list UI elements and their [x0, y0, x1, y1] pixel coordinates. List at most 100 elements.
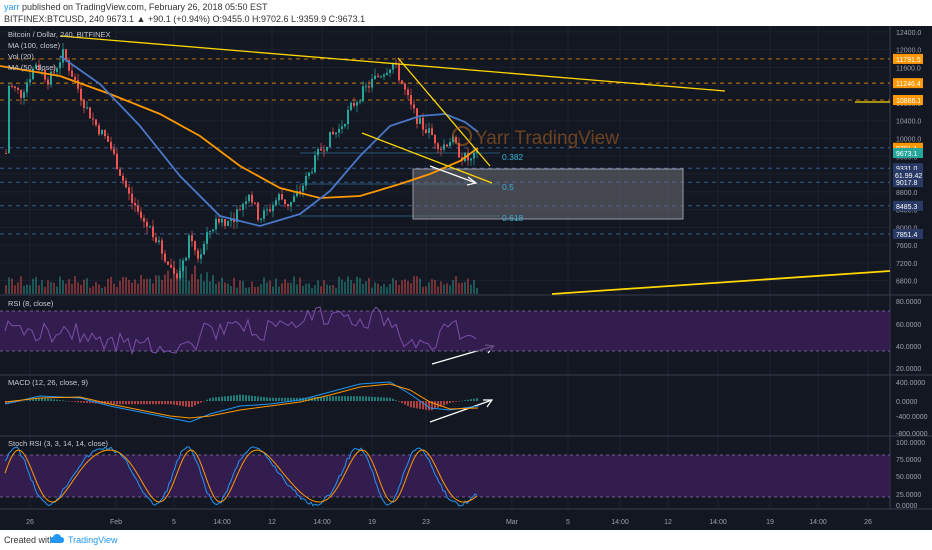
candle-body[interactable]	[224, 219, 226, 226]
fib-target-zone[interactable]	[412, 168, 684, 220]
candle-body[interactable]	[341, 126, 343, 129]
candle-body[interactable]	[290, 201, 292, 207]
candle-body[interactable]	[398, 64, 400, 81]
candle-body[interactable]	[431, 128, 433, 135]
candle-body[interactable]	[83, 99, 85, 109]
candle-body[interactable]	[122, 175, 124, 181]
candle-body[interactable]	[413, 104, 415, 109]
candle-body[interactable]	[71, 70, 73, 77]
candle-body[interactable]	[56, 68, 58, 72]
candle-body[interactable]	[212, 229, 214, 232]
candle-body[interactable]	[377, 75, 379, 77]
candle-body[interactable]	[434, 134, 436, 144]
candle-body[interactable]	[305, 175, 307, 186]
candle-body[interactable]	[50, 71, 52, 85]
candle-body[interactable]	[185, 257, 187, 261]
candle-body[interactable]	[236, 209, 238, 222]
candle-body[interactable]	[5, 153, 7, 155]
candle-body[interactable]	[47, 79, 49, 85]
candle-body[interactable]	[194, 241, 196, 251]
candle-body[interactable]	[77, 80, 79, 89]
candle-body[interactable]	[260, 218, 262, 220]
candle-body[interactable]	[455, 136, 457, 144]
candle-body[interactable]	[284, 199, 286, 205]
candle-body[interactable]	[242, 203, 244, 211]
candle-body[interactable]	[332, 131, 334, 135]
candle-body[interactable]	[146, 221, 148, 227]
candle-body[interactable]	[8, 85, 10, 154]
candle-body[interactable]	[317, 148, 319, 156]
candle-body[interactable]	[131, 193, 133, 203]
candle-body[interactable]	[200, 254, 202, 259]
candle-body[interactable]	[380, 76, 382, 78]
candle-body[interactable]	[137, 205, 139, 212]
candle-body[interactable]	[26, 82, 28, 93]
candle-body[interactable]	[128, 187, 130, 194]
candle-body[interactable]	[80, 88, 82, 100]
candle-body[interactable]	[245, 201, 247, 204]
candle-body[interactable]	[68, 60, 70, 71]
candle-body[interactable]	[176, 273, 178, 279]
legend-ma50[interactable]: MA (50, close)	[8, 63, 56, 72]
candle-body[interactable]	[182, 260, 184, 272]
trendline-long-support[interactable]	[551, 270, 891, 295]
candle-body[interactable]	[359, 101, 361, 103]
chart-canvas[interactable]: 0.382 0.5 0.618 Yarr TradingView Bitcoin…	[0, 26, 932, 530]
candle-body[interactable]	[281, 194, 283, 200]
candle-body[interactable]	[170, 264, 172, 268]
candle-body[interactable]	[473, 152, 475, 159]
candle-body[interactable]	[470, 158, 472, 161]
macd-legend[interactable]: MACD (12, 26, close, 9)	[8, 378, 89, 387]
candle-body[interactable]	[308, 172, 310, 176]
candle-body[interactable]	[311, 172, 313, 174]
candle-body[interactable]	[65, 49, 67, 61]
candle-body[interactable]	[107, 136, 109, 142]
candle-body[interactable]	[419, 117, 421, 124]
candle-body[interactable]	[164, 253, 166, 262]
candle-body[interactable]	[29, 79, 31, 83]
candle-body[interactable]	[227, 221, 229, 226]
candle-body[interactable]	[248, 194, 250, 202]
candle-body[interactable]	[203, 243, 205, 255]
candle-body[interactable]	[272, 205, 274, 212]
candle-body[interactable]	[269, 209, 271, 212]
candle-body[interactable]	[353, 102, 355, 106]
candle-body[interactable]	[158, 240, 160, 243]
candle-body[interactable]	[152, 226, 154, 238]
tradingview-cloud-icon[interactable]	[50, 533, 64, 545]
candle-body[interactable]	[74, 76, 76, 81]
legend-vol[interactable]: Vol (20)	[8, 52, 34, 61]
candle-body[interactable]	[458, 143, 460, 158]
candle-body[interactable]	[410, 95, 412, 105]
candle-body[interactable]	[62, 49, 64, 63]
legend-title[interactable]: Bitcoin / Dollar, 240, BITFINEX	[8, 30, 111, 39]
candle-body[interactable]	[404, 83, 406, 90]
candle-body[interactable]	[98, 125, 100, 135]
candle-body[interactable]	[119, 169, 121, 176]
candle-body[interactable]	[23, 92, 25, 98]
candle-body[interactable]	[188, 235, 190, 258]
candle-body[interactable]	[326, 146, 328, 151]
candle-body[interactable]	[101, 130, 103, 135]
candle-body[interactable]	[299, 191, 301, 193]
candle-body[interactable]	[344, 124, 346, 127]
candle-body[interactable]	[14, 86, 16, 88]
candle-body[interactable]	[362, 86, 364, 102]
candle-body[interactable]	[110, 141, 112, 149]
candle-body[interactable]	[422, 117, 424, 130]
ma50-line[interactable]	[59, 55, 479, 227]
legend-ma100[interactable]: MA (100, close)	[8, 41, 61, 50]
candle-body[interactable]	[191, 235, 193, 242]
candle-body[interactable]	[296, 191, 298, 197]
candle-body[interactable]	[179, 271, 181, 279]
candle-body[interactable]	[425, 129, 427, 133]
candle-body[interactable]	[437, 143, 439, 150]
candle-body[interactable]	[41, 69, 43, 71]
candle-body[interactable]	[215, 218, 217, 230]
candle-body[interactable]	[320, 148, 322, 151]
candle-body[interactable]	[239, 209, 241, 211]
candle-body[interactable]	[368, 86, 370, 88]
candle-body[interactable]	[335, 132, 337, 135]
candle-body[interactable]	[383, 74, 385, 77]
macd-signal-line[interactable]	[4, 383, 479, 419]
